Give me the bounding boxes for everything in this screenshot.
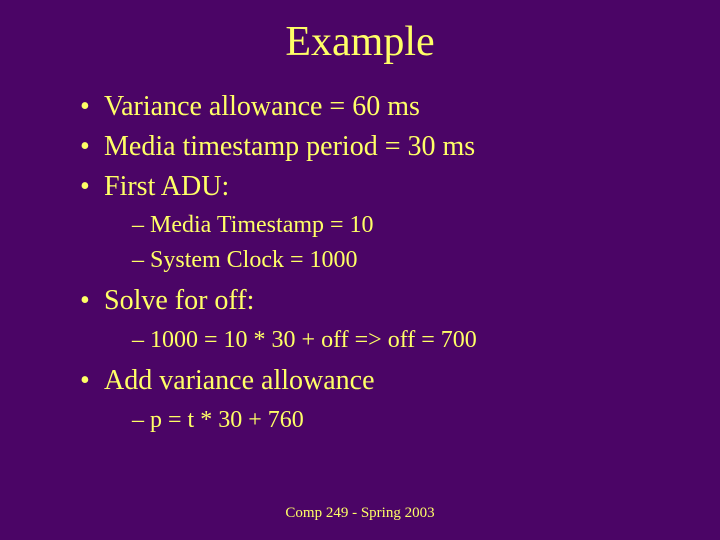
bullet-text: Media timestamp period = 30 ms — [104, 131, 475, 162]
sub-bullet-text: p = t * 30 + 760 — [150, 407, 304, 433]
slide: Example Variance allowance = 60 ms Media… — [0, 0, 720, 540]
sub-list: Media Timestamp = 10 System Clock = 1000 — [104, 209, 670, 276]
sub-list: p = t * 30 + 760 — [104, 404, 670, 436]
bullet-list: Variance allowance = 60 ms Media timesta… — [50, 88, 670, 437]
bullet-text: Solve for off: — [104, 285, 254, 316]
sub-list-item: p = t * 30 + 760 — [132, 404, 670, 436]
list-item: Variance allowance = 60 ms — [80, 88, 670, 126]
sub-bullet-text: System Clock = 1000 — [150, 247, 358, 273]
bullet-text: Add variance allowance — [104, 365, 375, 396]
sub-bullet-text: Media Timestamp = 10 — [150, 212, 374, 238]
bullet-text: First ADU: — [104, 171, 229, 202]
list-item: Solve for off: 1000 = 10 * 30 + off => o… — [80, 282, 670, 356]
sub-list-item: System Clock = 1000 — [132, 244, 670, 276]
sub-bullet-text: 1000 = 10 * 30 + off => off = 700 — [150, 327, 477, 353]
bullet-text: Variance allowance = 60 ms — [104, 91, 420, 122]
list-item: Add variance allowance p = t * 30 + 760 — [80, 362, 670, 436]
sub-list: 1000 = 10 * 30 + off => off = 700 — [104, 324, 670, 356]
sub-list-item: 1000 = 10 * 30 + off => off = 700 — [132, 324, 670, 356]
list-item: First ADU: Media Timestamp = 10 System C… — [80, 168, 670, 277]
list-item: Media timestamp period = 30 ms — [80, 128, 670, 166]
sub-list-item: Media Timestamp = 10 — [132, 209, 670, 241]
slide-footer: Comp 249 - Spring 2003 — [0, 505, 720, 522]
slide-title: Example — [50, 18, 670, 66]
